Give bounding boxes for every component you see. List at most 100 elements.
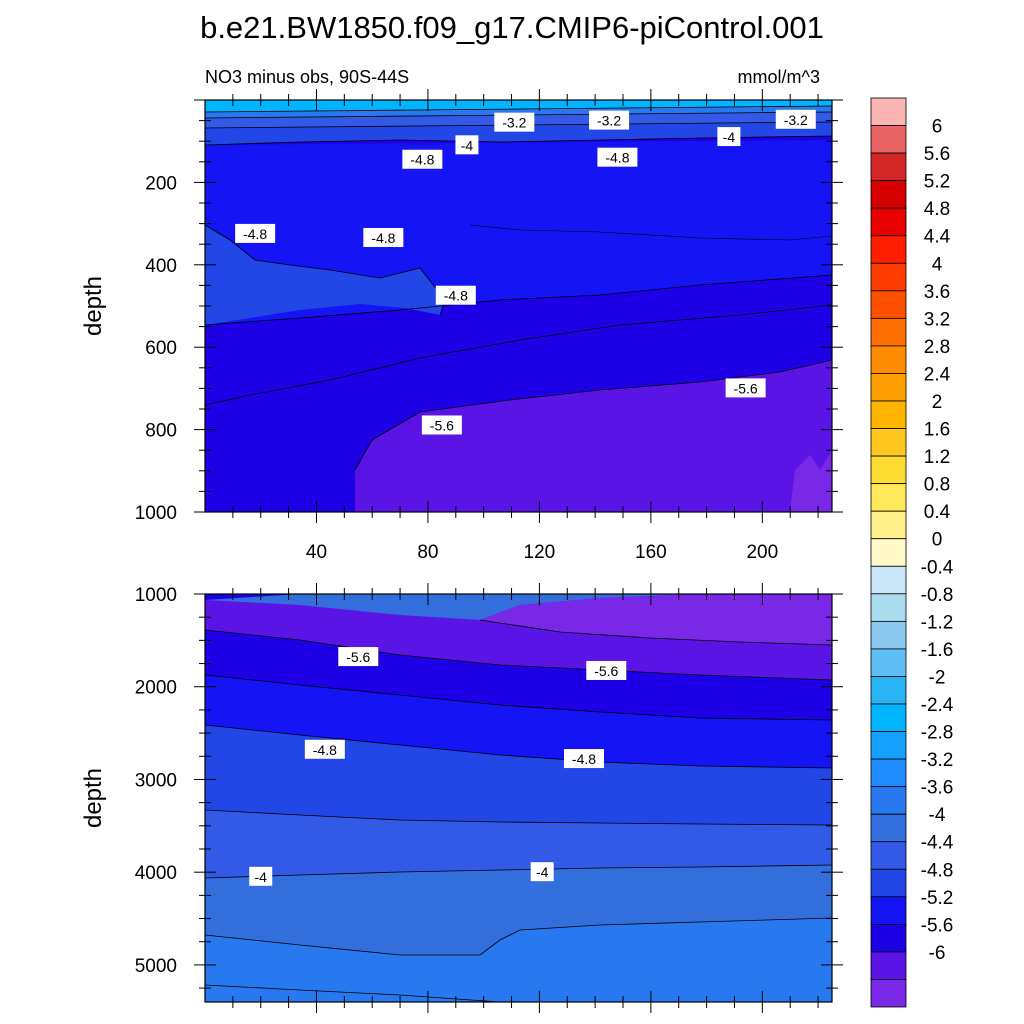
upper-contour-line-9	[469, 224, 832, 241]
colorbar-box	[870, 510, 907, 540]
lower-band-2	[205, 725, 832, 825]
colorbar-label: -2.8	[921, 723, 954, 744]
colorbar-label: 1.6	[924, 420, 950, 441]
lower-band-1	[205, 675, 832, 768]
colorbar-box	[870, 565, 907, 595]
upper-contour-fills	[205, 100, 832, 512]
colorbar-box	[870, 648, 907, 677]
svg-text:-5.6: -5.6	[594, 663, 618, 679]
colorbar-label: 5.6	[924, 144, 950, 165]
contour-label: -3.2	[589, 110, 630, 130]
colorbar-label: 4	[932, 254, 943, 275]
svg-text:-4.8: -4.8	[313, 742, 337, 758]
contour-label: -5.6	[338, 647, 379, 667]
colorbar-box	[870, 290, 907, 319]
svg-text:-4.8: -4.8	[605, 150, 629, 166]
colorbar-box	[870, 758, 907, 788]
colorbar-box	[870, 593, 907, 622]
colorbar-label: -2	[929, 667, 946, 688]
lower-contour-line-4	[205, 809, 832, 826]
colorbar-box	[870, 703, 907, 732]
contour-label: -4.8	[402, 149, 443, 169]
colorbar-label: 2.4	[924, 364, 951, 385]
colorbar-label: 2	[932, 392, 943, 413]
colorbar-box	[870, 373, 907, 402]
upper-left-label: NO3 minus obs, 90S-44S	[205, 67, 409, 87]
svg-text:-4.8: -4.8	[371, 230, 395, 246]
upper-contour-line-1	[205, 274, 832, 326]
colorbar: 6 5.6 5.2 4.8 4.4 4 3.6 3.2 2.8 2.4 2 1.6 1.2 0.8 0.4 0…	[870, 97, 954, 1008]
colorbar-label: -4.8	[921, 860, 954, 881]
svg-text:-4.8: -4.8	[572, 751, 596, 767]
colorbar-label: -5.6	[921, 915, 954, 936]
colorbar-box	[870, 620, 907, 650]
upper-contour-line-3	[354, 359, 832, 471]
lower-contour-fills	[205, 594, 832, 1002]
upper-band-light-lobe	[205, 225, 445, 325]
contour-label: -5.6	[421, 415, 462, 435]
lower-band-4	[205, 865, 832, 955]
upper-y-axis-label: depth	[80, 276, 107, 336]
colorbar-label: 5.2	[924, 172, 950, 193]
upper-band-upper3	[205, 106, 832, 118]
y-tick-label: 600	[145, 338, 177, 359]
upper-x-tick-labels: 40 80 120 160 200	[306, 542, 778, 563]
x-tick-label: 40	[306, 542, 327, 563]
colorbar-label: -6	[929, 943, 946, 964]
colorbar-label: 2.8	[924, 337, 950, 358]
colorbar-label: -3.2	[921, 750, 954, 771]
lower-contour-line-7	[479, 619, 832, 646]
contour-label: -4	[717, 127, 741, 147]
upper-band-upper	[205, 122, 832, 145]
colorbar-box	[870, 180, 907, 209]
svg-text:-4.8: -4.8	[243, 226, 267, 242]
svg-text:-5.6: -5.6	[430, 417, 454, 433]
upper-contour-labels: -3.2 -3.2 -3.2 -4 -4 -4.8 -4.8 -4.8 -4.8 -4.8 -5.6…	[235, 109, 816, 435]
lower-contour-line-5	[205, 864, 832, 879]
lower-plot-frame	[204, 593, 833, 1003]
lower-band-3	[205, 810, 832, 878]
colorbar-label: -2.4	[921, 695, 954, 716]
colorbar-box	[870, 152, 907, 182]
contour-label: -5.6	[586, 660, 627, 680]
colorbar-box	[870, 455, 907, 485]
svg-text:-4: -4	[255, 869, 268, 885]
colorbar-label: -5.2	[921, 888, 954, 909]
lower-band-cap	[205, 594, 300, 600]
upper-panel: NO3 minus obs, 90S-44S mmol/m^3 40 80 120 1…	[80, 67, 843, 563]
colorbar-label: -4	[929, 805, 946, 826]
y-tick-label: 4000	[135, 863, 177, 884]
colorbar-box	[870, 400, 907, 429]
colorbar-label: 3.2	[924, 309, 950, 330]
x-tick-label: 120	[524, 542, 556, 563]
lower-contour-line-8	[205, 984, 501, 1002]
svg-text:-5.6: -5.6	[346, 649, 370, 665]
upper-y-tick-labels: 200 400 600 800 1000	[135, 173, 177, 524]
upper-band-deep	[355, 360, 832, 512]
contour-label: -4.8	[563, 749, 604, 769]
colorbar-label: 0.4	[924, 502, 951, 523]
colorbar-box	[870, 896, 907, 925]
colorbar-box	[870, 345, 907, 374]
colorbar-box	[870, 538, 907, 567]
upper-axis-ticks	[194, 89, 843, 523]
colorbar-label: 3.6	[924, 282, 950, 303]
upper-contour-line-8	[205, 105, 832, 113]
colorbar-box	[870, 979, 907, 1008]
svg-text:-3.2: -3.2	[597, 113, 621, 129]
lower-y-axis-label: depth	[80, 768, 107, 828]
lower-contour-labels: -5.6 -5.6 -4.8 -4.8 -4 -4	[249, 647, 627, 886]
contour-label: -4.8	[304, 739, 345, 759]
svg-text:-4: -4	[723, 129, 736, 145]
colorbar-box	[870, 262, 907, 292]
lower-contour-line-6	[205, 917, 832, 956]
upper-contour-line-5	[205, 135, 832, 146]
y-tick-label: 2000	[135, 678, 177, 699]
contour-label: -3.2	[775, 109, 816, 129]
colorbar-label: -1.2	[921, 612, 954, 633]
y-tick-label: 800	[145, 421, 177, 442]
contour-label: -4	[530, 862, 554, 882]
svg-text:-4.8: -4.8	[410, 152, 434, 168]
upper-contour-line-2	[205, 304, 832, 406]
svg-text:-5.6: -5.6	[734, 380, 758, 396]
